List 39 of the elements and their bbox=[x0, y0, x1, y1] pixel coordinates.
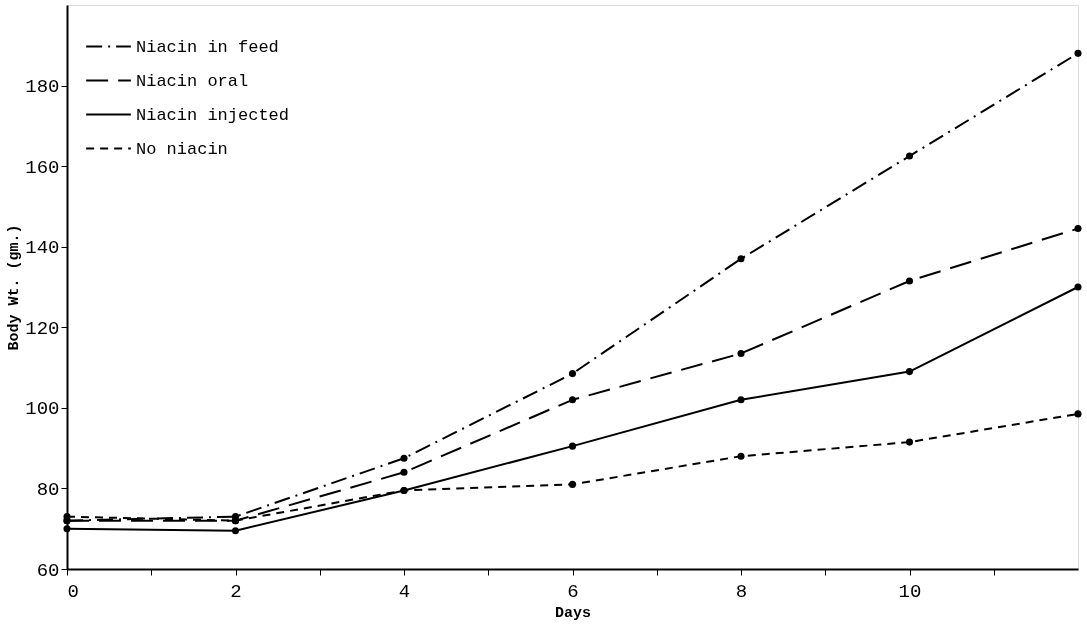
y-axis-title: Body Wt. (gm.) bbox=[6, 224, 24, 351]
point bbox=[1074, 410, 1082, 418]
point bbox=[1074, 283, 1082, 291]
x-tick-label: 6 bbox=[567, 580, 579, 603]
y-tick-label: 180 bbox=[25, 76, 60, 99]
y-tick-label: 120 bbox=[25, 317, 60, 340]
legend-label: Niacin injected bbox=[136, 105, 290, 125]
point bbox=[905, 438, 914, 446]
y-tick-label: 160 bbox=[25, 156, 60, 179]
point bbox=[1074, 49, 1082, 57]
point bbox=[737, 396, 745, 404]
point bbox=[400, 454, 408, 462]
point bbox=[905, 277, 914, 285]
point bbox=[737, 452, 745, 460]
x-tick-label: 4 bbox=[398, 580, 411, 603]
legend-label: No niacin bbox=[136, 139, 228, 159]
x-tick-label: 10 bbox=[898, 580, 922, 603]
point bbox=[568, 370, 577, 378]
legend-label: Niacin oral bbox=[136, 71, 249, 91]
y-tick-label: 100 bbox=[25, 398, 60, 421]
point bbox=[63, 525, 71, 533]
point bbox=[400, 468, 408, 476]
x-axis-title: Days bbox=[554, 604, 592, 622]
point bbox=[231, 527, 240, 535]
y-tick-label: 140 bbox=[25, 237, 60, 260]
point bbox=[1074, 225, 1082, 233]
x-tick-label: 8 bbox=[735, 580, 748, 603]
y-tick-label: 80 bbox=[36, 478, 60, 501]
point bbox=[905, 152, 914, 160]
x-tick-label: 0 bbox=[67, 580, 79, 603]
legend-label: Niacin in feed bbox=[136, 37, 279, 57]
point bbox=[737, 349, 745, 357]
y-tick-label: 60 bbox=[36, 559, 60, 582]
x-tick-label: 2 bbox=[230, 580, 242, 603]
point bbox=[568, 442, 577, 450]
point bbox=[568, 480, 577, 488]
point bbox=[905, 368, 914, 376]
point bbox=[568, 396, 577, 404]
point bbox=[737, 255, 745, 263]
